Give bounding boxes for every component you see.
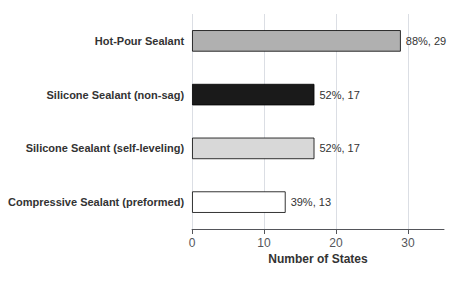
svg-text:39%, 13: 39%, 13 xyxy=(291,196,331,208)
svg-text:Silicone Sealant (self-levelin: Silicone Sealant (self-leveling) xyxy=(26,142,185,154)
svg-text:Silicone Sealant (non-sag): Silicone Sealant (non-sag) xyxy=(47,89,185,101)
svg-text:30: 30 xyxy=(401,236,415,250)
svg-text:52%, 17: 52%, 17 xyxy=(319,142,359,154)
svg-text:Compressive Sealant (preformed: Compressive Sealant (preformed) xyxy=(8,196,184,208)
svg-text:88%, 29: 88%, 29 xyxy=(406,35,446,47)
svg-text:10: 10 xyxy=(257,236,271,250)
svg-text:20: 20 xyxy=(329,236,343,250)
svg-text:Number of States: Number of States xyxy=(268,252,368,266)
svg-text:52%, 17: 52%, 17 xyxy=(319,89,359,101)
svg-text:0: 0 xyxy=(189,236,196,250)
svg-text:Hot-Pour Sealant: Hot-Pour Sealant xyxy=(95,35,185,47)
